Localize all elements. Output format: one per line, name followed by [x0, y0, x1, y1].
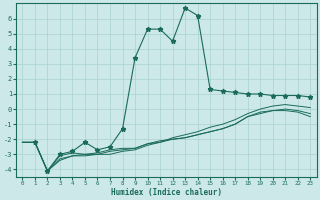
- X-axis label: Humidex (Indice chaleur): Humidex (Indice chaleur): [111, 188, 222, 197]
